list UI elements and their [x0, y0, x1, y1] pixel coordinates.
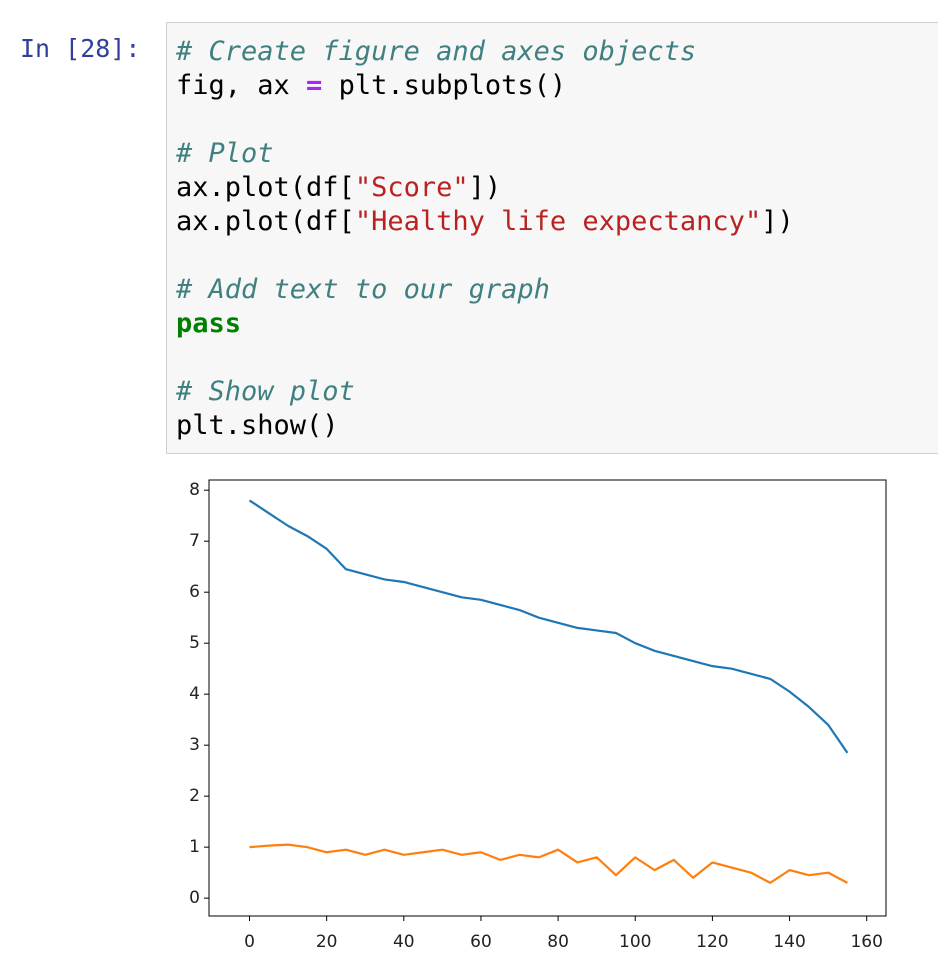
- x-tick-label: 0: [244, 932, 255, 952]
- code-token: "Healthy life expectancy": [354, 206, 762, 237]
- series-line: [248, 499, 849, 754]
- code-block: # Create figure and axes objects fig, ax …: [176, 35, 938, 103]
- code-token: # Add text to our graph: [176, 274, 550, 305]
- code-token: ax.plot(df[: [176, 206, 355, 237]
- code-block: # Add text to our graph pass: [176, 273, 938, 341]
- code-line: # Create figure and axes objects: [176, 35, 938, 69]
- code-block: # Plot ax.plot(df["Score"]) ax.plot(df["He…: [176, 137, 938, 239]
- code-line: # Show plot: [176, 375, 938, 409]
- code-line: # Add text to our graph: [176, 273, 938, 307]
- code-token: pass: [176, 308, 242, 339]
- x-tick-label: 120: [696, 932, 728, 952]
- series-line: [249, 843, 848, 884]
- code-token: plt.show(): [176, 410, 339, 441]
- code-token: # Plot: [176, 138, 274, 169]
- code-line: ax.plot(df["Healthy life expectancy"]): [176, 205, 938, 239]
- code-token: "Score": [354, 172, 469, 203]
- y-tick-label: 3: [189, 735, 200, 755]
- x-tick-label: 40: [393, 932, 415, 952]
- code-token: # Show plot: [176, 376, 355, 407]
- code-token: ]): [761, 206, 794, 237]
- y-tick-label: 2: [189, 786, 200, 806]
- x-tick-label: 80: [547, 932, 569, 952]
- x-tick-label: 60: [470, 932, 492, 952]
- x-tick-label: 100: [619, 932, 651, 952]
- code-token: # Create figure and axes objects: [176, 36, 697, 67]
- y-tick-label: 6: [189, 582, 200, 602]
- y-tick-label: 5: [189, 633, 200, 653]
- code-line: pass: [176, 307, 938, 341]
- code-token: fig, ax: [176, 70, 307, 101]
- x-tick-label: 140: [773, 932, 805, 952]
- code-token: plt.subplots(): [322, 70, 567, 101]
- x-tick-label: 20: [316, 932, 338, 952]
- code-token: =: [306, 70, 323, 101]
- x-tick-label: 160: [850, 932, 882, 952]
- plot-area: [208, 479, 887, 917]
- code-line: fig, ax = plt.subplots(): [176, 69, 938, 103]
- code-line: plt.show(): [176, 409, 938, 443]
- y-tick-label: 0: [189, 888, 200, 908]
- code-token: ]): [468, 172, 502, 203]
- input-prompt: In [28]:: [20, 34, 141, 63]
- y-tick-label: 4: [189, 684, 200, 704]
- y-tick-label: 1: [189, 837, 200, 857]
- y-tick-label: 8: [189, 480, 200, 500]
- code-line: # Plot: [176, 137, 938, 171]
- y-tick-label: 7: [189, 531, 200, 551]
- code-cell[interactable]: # Create figure and axes objects fig, ax …: [166, 22, 938, 454]
- code-token: ax.plot(df[: [176, 172, 355, 203]
- code-block: # Show plot plt.show(): [176, 375, 938, 443]
- code-line: ax.plot(df["Score"]): [176, 171, 938, 205]
